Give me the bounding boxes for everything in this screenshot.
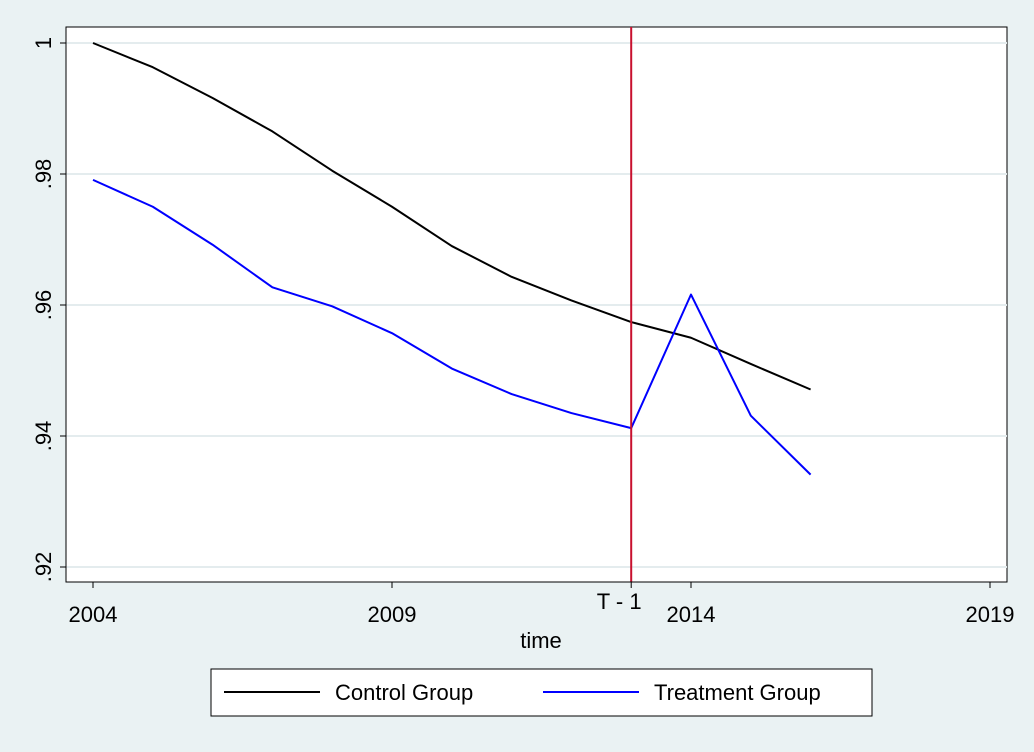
x-tick-label: 2019 — [966, 602, 1015, 627]
legend-label-control: Control Group — [335, 680, 473, 705]
gridlines — [66, 42, 1007, 568]
series-lines — [92, 42, 812, 476]
x-axis-label: time — [520, 628, 562, 653]
legend-box — [210, 668, 873, 717]
legend-label-treatment: Treatment Group — [654, 680, 821, 705]
series-line-control-group — [92, 42, 811, 391]
y-tick-label: .94 — [31, 421, 56, 452]
y-tick-label: .96 — [31, 290, 56, 321]
y-tick-label: .92 — [31, 552, 56, 583]
axes: .92 .94 .96 .98 1 2004 2009 2014 2019 T - 1 — [31, 27, 1014, 627]
x-tick-label: 2014 — [667, 602, 716, 627]
vline-label: T - 1 — [597, 589, 642, 614]
series-line-treatment-group — [92, 178, 812, 476]
x-tick-label: 2004 — [69, 602, 118, 627]
y-tick-label: 1 — [31, 37, 56, 49]
legend: Control Group Treatment Group — [210, 668, 873, 717]
y-tick-label: .98 — [31, 159, 56, 190]
x-tick-label: 2009 — [368, 602, 417, 627]
